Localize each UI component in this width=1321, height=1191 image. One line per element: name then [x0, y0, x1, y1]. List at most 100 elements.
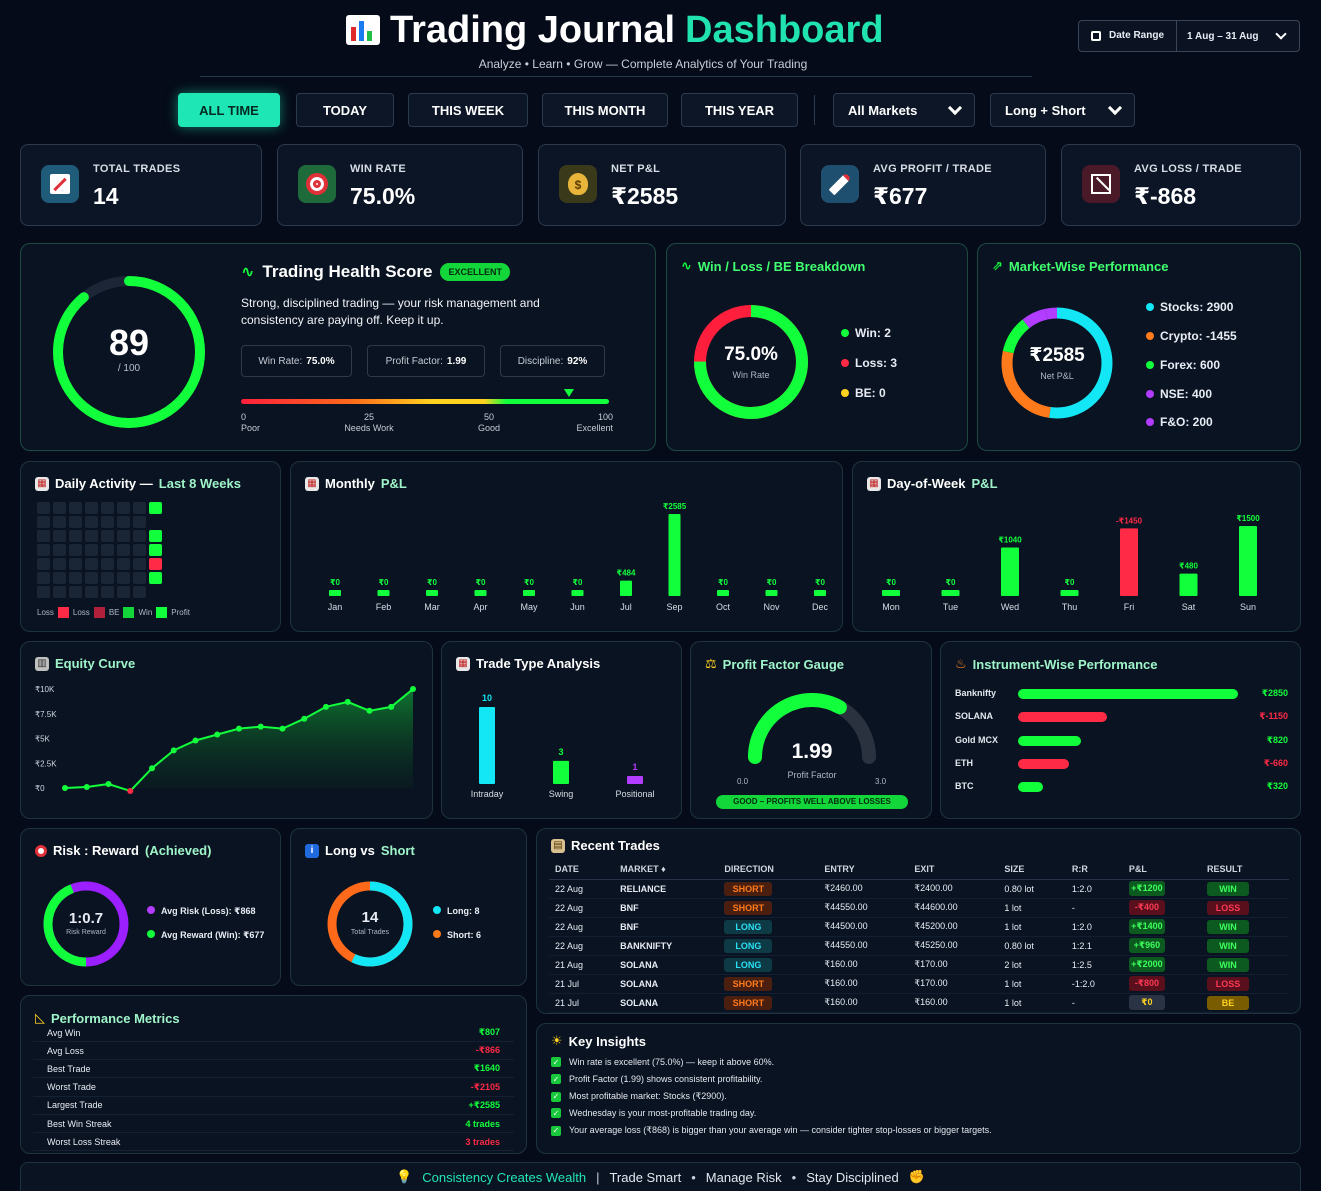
- heatmap-cell[interactable]: [149, 516, 162, 528]
- heatmap-cell[interactable]: [37, 502, 50, 514]
- heatmap-cell[interactable]: [85, 544, 98, 556]
- heatmap-cell[interactable]: [101, 502, 114, 514]
- bar[interactable]: [1001, 547, 1019, 596]
- heatmap-cell[interactable]: [85, 572, 98, 584]
- heatmap-cell[interactable]: [149, 502, 162, 514]
- equity-point[interactable]: [62, 785, 68, 791]
- heatmap-cell[interactable]: [85, 558, 98, 570]
- bar[interactable]: [765, 590, 778, 596]
- equity-point[interactable]: [410, 686, 416, 692]
- heatmap-cell[interactable]: [149, 586, 162, 598]
- column-header[interactable]: EXIT: [908, 859, 999, 880]
- heatmap-cell[interactable]: [101, 572, 114, 584]
- table-row[interactable]: 22 Aug BNF LONG ₹44500.00 ₹45200.00 1 lot 1:2.…: [549, 917, 1289, 937]
- bar[interactable]: [668, 514, 681, 596]
- equity-point[interactable]: [170, 747, 177, 754]
- bar[interactable]: [1239, 526, 1257, 596]
- heatmap-cell[interactable]: [37, 558, 50, 570]
- bar[interactable]: [814, 590, 826, 596]
- heatmap-cell[interactable]: [69, 558, 82, 570]
- heatmap-cell[interactable]: [85, 586, 98, 598]
- bar[interactable]: [627, 776, 643, 784]
- heatmap-cell[interactable]: [133, 586, 146, 598]
- heatmap-cell[interactable]: [133, 516, 146, 528]
- column-header[interactable]: DIRECTION: [718, 859, 819, 880]
- date-range-picker[interactable]: Date Range 1 Aug – 31 Aug: [1078, 20, 1300, 52]
- heatmap-cell[interactable]: [117, 502, 130, 514]
- bar[interactable]: [941, 590, 960, 596]
- heatmap-cell[interactable]: [101, 544, 114, 556]
- filter-today[interactable]: TODAY: [296, 93, 394, 127]
- instrument-bar[interactable]: [1018, 689, 1238, 699]
- equity-point[interactable]: [366, 707, 373, 714]
- heatmap-cell[interactable]: [149, 572, 162, 584]
- table-row[interactable]: 21 Jul SOLANA SHORT ₹160.00 ₹170.00 1 lot -1:2…: [549, 974, 1289, 994]
- column-header[interactable]: MARKET ♦: [614, 859, 719, 880]
- heatmap-cell[interactable]: [133, 544, 146, 556]
- heatmap-cell[interactable]: [69, 586, 82, 598]
- column-header[interactable]: R:R: [1065, 859, 1123, 880]
- heatmap-cell[interactable]: [53, 572, 66, 584]
- heatmap-cell[interactable]: [149, 558, 162, 570]
- column-header[interactable]: SIZE: [998, 859, 1066, 880]
- heatmap-cell[interactable]: [117, 586, 130, 598]
- heatmap-cell[interactable]: [37, 516, 50, 528]
- heatmap-cell[interactable]: [101, 558, 114, 570]
- filter-this-year[interactable]: THIS YEAR: [681, 93, 798, 127]
- filter-this-month[interactable]: THIS MONTH: [542, 93, 668, 127]
- heatmap-cell[interactable]: [53, 544, 66, 556]
- bar[interactable]: [329, 590, 341, 596]
- bar[interactable]: [571, 590, 584, 596]
- heatmap-cell[interactable]: [37, 544, 50, 556]
- heatmap-cell[interactable]: [85, 530, 98, 542]
- heatmap-cell[interactable]: [37, 586, 50, 598]
- heatmap-cell[interactable]: [133, 502, 146, 514]
- heatmap-cell[interactable]: [117, 530, 130, 542]
- bar[interactable]: [1060, 590, 1079, 596]
- heatmap-cell[interactable]: [53, 530, 66, 542]
- bar[interactable]: [523, 590, 535, 596]
- equity-point[interactable]: [388, 703, 395, 710]
- equity-point[interactable]: [236, 725, 242, 732]
- heatmap-cell[interactable]: [37, 572, 50, 584]
- heatmap-cell[interactable]: [117, 544, 130, 556]
- bar[interactable]: [717, 590, 729, 596]
- bar[interactable]: [553, 760, 569, 784]
- market-select[interactable]: All Markets: [833, 93, 975, 127]
- instrument-bar[interactable]: [1018, 712, 1107, 723]
- heatmap-cell[interactable]: [149, 544, 162, 556]
- heatmap-cell[interactable]: [69, 544, 82, 556]
- equity-point[interactable]: [149, 765, 155, 772]
- table-row[interactable]: 21 Jul SOLANA SHORT ₹160.00 ₹160.00 1 lot - ₹0 B…: [549, 993, 1289, 1013]
- column-header[interactable]: RESULT: [1201, 859, 1289, 880]
- heatmap-cell[interactable]: [69, 502, 82, 514]
- table-row[interactable]: 21 Aug SOLANA LONG ₹160.00 ₹170.00 2 lot 1:2.5…: [549, 955, 1289, 975]
- equity-point[interactable]: [279, 725, 286, 732]
- heatmap-cell[interactable]: [101, 530, 114, 542]
- heatmap-cell[interactable]: [69, 572, 82, 584]
- heatmap-cell[interactable]: [53, 502, 66, 514]
- heatmap-cell[interactable]: [133, 572, 146, 584]
- bar[interactable]: [426, 590, 438, 596]
- heatmap-cell[interactable]: [85, 502, 98, 514]
- equity-point[interactable]: [127, 787, 134, 794]
- equity-point[interactable]: [323, 703, 329, 710]
- bar[interactable]: [1120, 528, 1138, 596]
- heatmap-cell[interactable]: [85, 516, 98, 528]
- heatmap-cell[interactable]: [149, 530, 162, 542]
- equity-point[interactable]: [214, 731, 221, 738]
- heatmap-cell[interactable]: [53, 586, 66, 598]
- bar[interactable]: [479, 707, 495, 784]
- heatmap-cell[interactable]: [53, 558, 66, 570]
- heatmap-cell[interactable]: [133, 530, 146, 542]
- table-row[interactable]: 22 Aug BANKNIFTY LONG ₹44550.00 ₹45250.00 0.8…: [549, 936, 1289, 956]
- column-header[interactable]: P&L: [1122, 859, 1202, 880]
- bar[interactable]: [620, 580, 632, 596]
- heatmap-cell[interactable]: [117, 558, 130, 570]
- equity-point[interactable]: [344, 698, 351, 705]
- instrument-bar[interactable]: [1018, 782, 1043, 793]
- heatmap-cell[interactable]: [117, 572, 130, 584]
- equity-point[interactable]: [301, 715, 308, 722]
- heatmap-cell[interactable]: [117, 516, 130, 528]
- instrument-bar[interactable]: [1018, 735, 1082, 746]
